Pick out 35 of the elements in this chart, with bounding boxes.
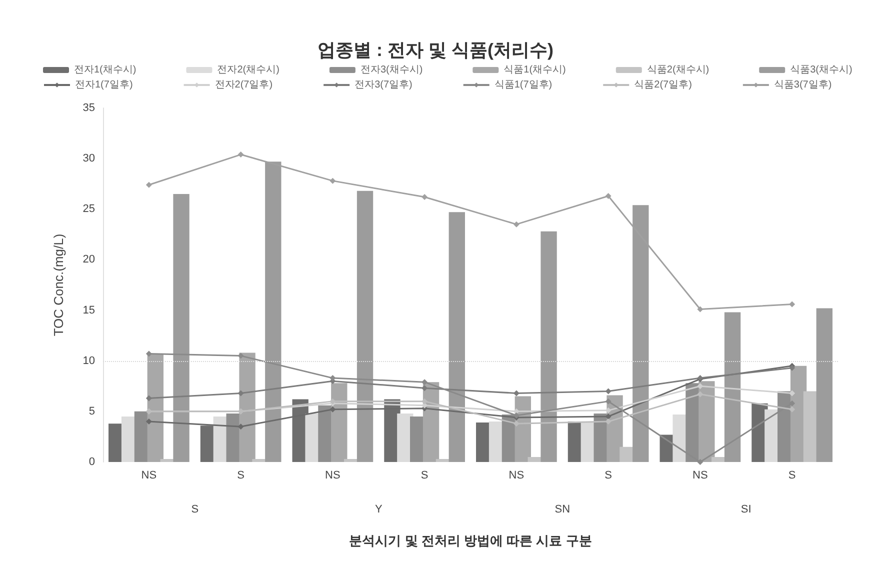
text: Y <box>374 504 383 516</box>
legend-label: 전자3(채수시) <box>360 64 423 76</box>
x-tick-label: NS <box>141 470 157 482</box>
x-tick-label: S <box>420 470 428 482</box>
y-tick-label: 10 <box>82 354 95 367</box>
y-tick-label: 35 <box>82 102 95 114</box>
y-tick-label: 25 <box>82 203 95 216</box>
x-tick-label: S <box>604 470 612 482</box>
text: S <box>191 504 199 516</box>
legend-label: 식품3(채수시) <box>790 64 852 76</box>
legend-label: 식품2(7일후) <box>634 80 692 90</box>
legend-label: 식품1(7일후) <box>494 80 552 90</box>
legend-label: 전자2(7일후) <box>214 80 273 90</box>
y-axis-title: TOC Conc.(mg/L) <box>51 234 66 336</box>
legend-label: 전자1(7일후) <box>75 80 133 90</box>
x-tick-label: S <box>237 470 244 482</box>
y-tick-label: 20 <box>82 254 95 266</box>
legend-label: 식품2(채수시) <box>646 64 710 76</box>
y-tick-label: 15 <box>82 304 95 316</box>
y-tick-label: 5 <box>88 405 95 418</box>
legend-label: 전자3(7일후) <box>354 80 412 90</box>
legend-label: 식품1(채수시) <box>504 64 566 76</box>
x-tick-label: NS <box>325 470 340 482</box>
x-tick-label: NS <box>692 470 708 482</box>
legend-label: 전자2(채수시) <box>217 64 280 76</box>
y-tick-label: 0 <box>88 456 95 468</box>
legend-label: 식품3(7일후) <box>774 80 832 90</box>
x-tick-label: S <box>788 470 796 482</box>
y-tick-label: 30 <box>82 152 95 165</box>
chart-title: 업종별 : 전자 및 식품(처리수) <box>318 40 554 60</box>
text: SN <box>554 504 570 516</box>
x-axis-title: 분석시기 및 전처리 방법에 따른 시료 구분 <box>349 533 592 548</box>
legend-label: 전자1(채수시) <box>74 64 136 76</box>
x-tick-label: NS <box>508 470 524 482</box>
text: SI <box>740 504 752 516</box>
